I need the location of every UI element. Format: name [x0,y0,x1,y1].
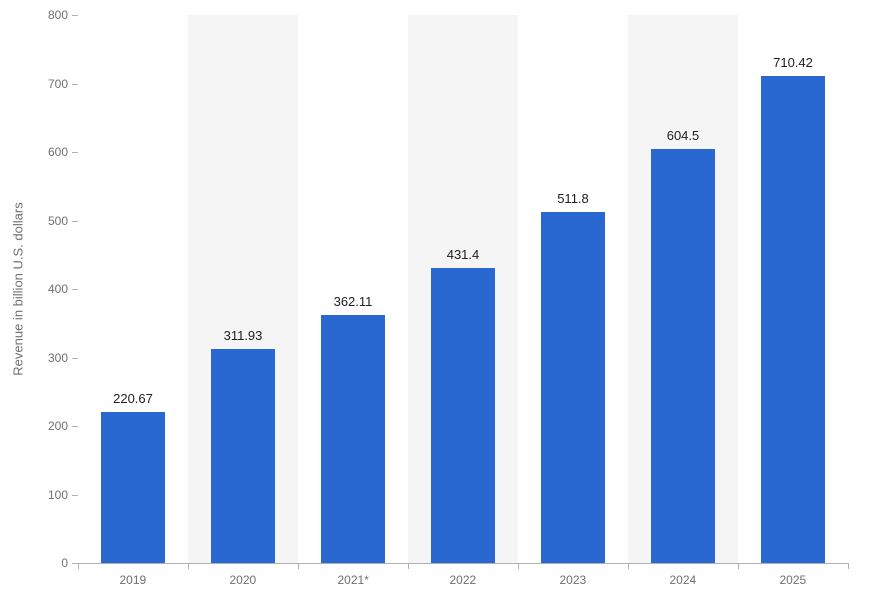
x-tick [188,563,189,569]
x-tick [298,563,299,569]
y-tick-label: 800 [48,8,78,22]
x-tick-label: 2020 [230,563,257,587]
y-tick-label: 400 [48,282,78,296]
bar-value-label: 362.11 [298,294,408,309]
y-tick-label: 600 [48,145,78,159]
y-tick-label: 100 [48,488,78,502]
y-tick-label: 300 [48,351,78,365]
bar[interactable] [431,268,495,564]
bar[interactable] [761,76,825,563]
x-tick-label: 2023 [560,563,587,587]
bar-value-label: 311.93 [188,328,298,343]
bar[interactable] [321,315,385,563]
x-tick-label: 2021* [338,563,369,587]
x-tick-label: 2019 [120,563,147,587]
y-tick-label: 700 [48,77,78,91]
bar-value-label: 220.67 [78,391,188,406]
bar-value-label: 604.5 [628,128,738,143]
bar[interactable] [211,349,275,563]
y-tick-label: 0 [61,556,78,570]
y-tick-label: 500 [48,214,78,228]
x-tick [738,563,739,569]
plot-area: 0100200300400500600700800220.672019311.9… [78,15,848,564]
x-tick-label: 2022 [450,563,477,587]
bar-value-label: 431.4 [408,247,518,262]
x-tick [408,563,409,569]
bar-value-label: 511.8 [518,191,628,206]
y-tick-label: 200 [48,419,78,433]
x-tick [78,563,79,569]
bar-value-label: 710.42 [738,55,848,70]
y-axis-title: Revenue in billion U.S. dollars [11,202,26,375]
bar[interactable] [651,149,715,563]
x-tick [518,563,519,569]
x-tick [848,563,849,569]
x-tick-label: 2024 [670,563,697,587]
bar[interactable] [541,212,605,563]
x-tick-label: 2025 [780,563,807,587]
x-tick [628,563,629,569]
bar[interactable] [101,412,165,563]
revenue-bar-chart: 0 100 200 300 400 500 600 700 800 220.67 2019 311.9… [0,0,872,608]
